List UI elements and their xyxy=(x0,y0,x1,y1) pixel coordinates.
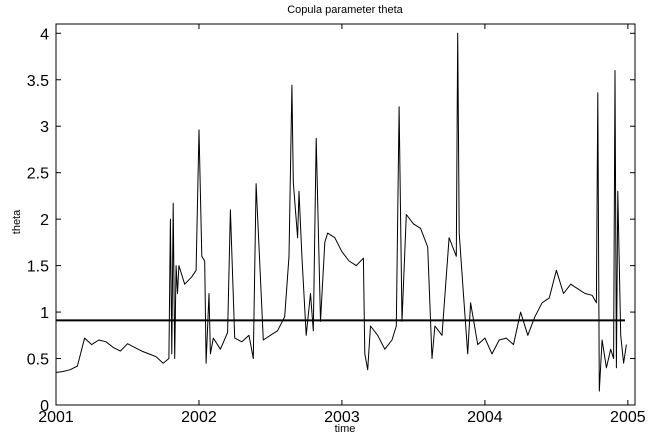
y-tick-label: 2.5 xyxy=(27,166,49,183)
y-tick-label: 0 xyxy=(40,398,49,415)
y-tick-label: 4 xyxy=(40,26,49,43)
x-tick-label: 2002 xyxy=(181,409,217,426)
x-tick-label: 2003 xyxy=(324,409,360,426)
chart-title: Copula parameter theta xyxy=(287,4,403,16)
y-axis-label: theta xyxy=(11,209,23,234)
plot-area-frame xyxy=(55,23,636,406)
series-layer xyxy=(55,32,627,392)
y-tick-label: 1.5 xyxy=(27,259,49,276)
theta-series-line xyxy=(55,32,627,392)
y-tick-label: 0.5 xyxy=(27,352,49,369)
y-tick-label: 1 xyxy=(40,305,49,322)
x-tick-label: 2005 xyxy=(610,409,646,426)
y-axis: 0 0.5 1 1.5 2 2.5 3 3.5 4 xyxy=(27,26,635,415)
x-tick-label: 2001 xyxy=(38,409,74,426)
y-tick-label: 3.5 xyxy=(27,73,49,90)
x-tick-label: 2004 xyxy=(467,409,503,426)
x-axis: 2001 2002 2003 2004 2005 xyxy=(38,24,646,426)
y-tick-label: 3 xyxy=(40,119,49,136)
y-tick-label: 2 xyxy=(40,212,49,229)
x-axis-label: time xyxy=(335,423,356,435)
